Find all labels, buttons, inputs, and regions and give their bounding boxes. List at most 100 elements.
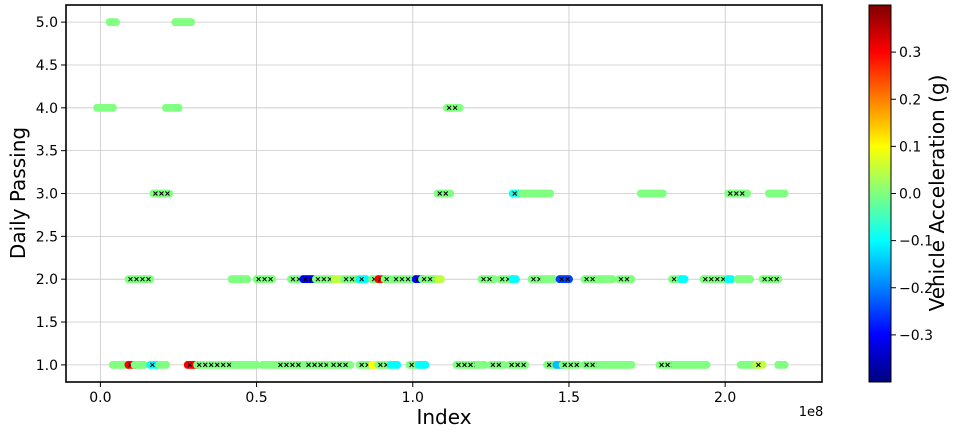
point-group (230, 360, 261, 369)
point-marker (496, 362, 502, 368)
point-marker (443, 191, 449, 196)
point-group (764, 189, 789, 198)
point-group (596, 360, 636, 369)
point-marker (278, 362, 283, 368)
point-marker (468, 362, 473, 368)
point-marker (306, 362, 311, 368)
data-point (780, 360, 789, 369)
data-point (421, 360, 430, 369)
y-tick-label: 1.0 (36, 358, 58, 374)
y-tick-label: 3.5 (36, 144, 58, 160)
point-marker (187, 362, 193, 368)
point-marker (359, 276, 365, 282)
y-tick-label: 4.5 (36, 58, 58, 74)
point-group (671, 360, 711, 369)
data-point (268, 275, 277, 284)
point-marker (331, 362, 336, 368)
point-group (162, 103, 183, 112)
data-point (608, 275, 617, 284)
point-group (636, 189, 667, 198)
data-point (574, 360, 583, 369)
point-marker (714, 276, 720, 282)
point-marker (321, 276, 327, 282)
point-marker (481, 276, 486, 282)
point-marker (303, 276, 308, 282)
point-group (130, 360, 149, 369)
colorbar-tick-label: 0.1 (899, 139, 921, 155)
point-marker (405, 276, 411, 282)
data-point (490, 275, 498, 284)
point-group (252, 275, 277, 284)
point-marker (159, 191, 164, 196)
data-points (93, 18, 789, 369)
data-point (346, 360, 355, 369)
point-marker (208, 362, 214, 368)
point-marker (256, 276, 261, 282)
colorbar (868, 4, 892, 383)
point-marker (559, 276, 564, 282)
point-group (752, 360, 767, 369)
data-point (187, 18, 195, 27)
colorbar-tick-label: 0.0 (899, 187, 921, 203)
point-marker (359, 362, 365, 368)
data-point (480, 360, 489, 369)
point-group (327, 360, 355, 369)
point-marker (659, 362, 664, 368)
data-point (511, 275, 520, 284)
point-group (433, 189, 455, 198)
data-point (774, 275, 783, 284)
data-point (758, 360, 767, 369)
point-marker (393, 276, 399, 282)
point-group (758, 275, 783, 284)
data-point (146, 275, 155, 284)
point-marker (427, 276, 433, 282)
data-point (165, 189, 174, 198)
data-point (174, 103, 183, 112)
data-point (549, 275, 558, 284)
point-marker (568, 362, 574, 368)
point-marker (702, 276, 708, 282)
point-marker (446, 105, 452, 111)
x-tick-label: 0.5 (245, 390, 267, 406)
point-marker (196, 362, 202, 368)
colorbar-tick-label: −0.2 (899, 281, 933, 297)
point-group (105, 18, 120, 27)
point-group (540, 275, 558, 284)
data-point (361, 275, 370, 284)
point-group (558, 360, 583, 369)
point-marker (146, 276, 151, 282)
point-marker (774, 276, 779, 282)
point-group (555, 275, 573, 284)
point-marker (565, 276, 570, 282)
point-marker (343, 362, 348, 368)
point-marker (409, 362, 414, 368)
data-point (252, 360, 261, 369)
point-group (149, 189, 174, 198)
point-marker (733, 191, 739, 196)
point-marker (290, 276, 296, 282)
colorbar-tick-label: 0.3 (899, 45, 921, 61)
point-marker (262, 276, 267, 282)
point-group (474, 360, 489, 369)
data-point (393, 360, 402, 369)
point-group (227, 275, 252, 284)
x-axis-offset-label: 1e8 (799, 405, 824, 420)
point-marker (399, 276, 405, 282)
point-marker (515, 362, 520, 368)
point-group (677, 275, 689, 284)
x-axis-label: Index (416, 405, 471, 429)
point-marker (727, 191, 733, 196)
x-tick-label: 2.0 (714, 390, 736, 406)
point-marker (343, 276, 349, 282)
point-marker (487, 276, 492, 282)
point-marker (499, 276, 505, 282)
point-group (355, 275, 370, 284)
data-point (680, 275, 689, 284)
point-marker (318, 362, 323, 368)
point-marker (165, 191, 170, 196)
y-tick-label: 4.0 (36, 101, 58, 117)
point-marker (315, 276, 321, 282)
data-point (780, 189, 789, 198)
point-marker (134, 276, 139, 282)
point-marker (590, 362, 595, 368)
